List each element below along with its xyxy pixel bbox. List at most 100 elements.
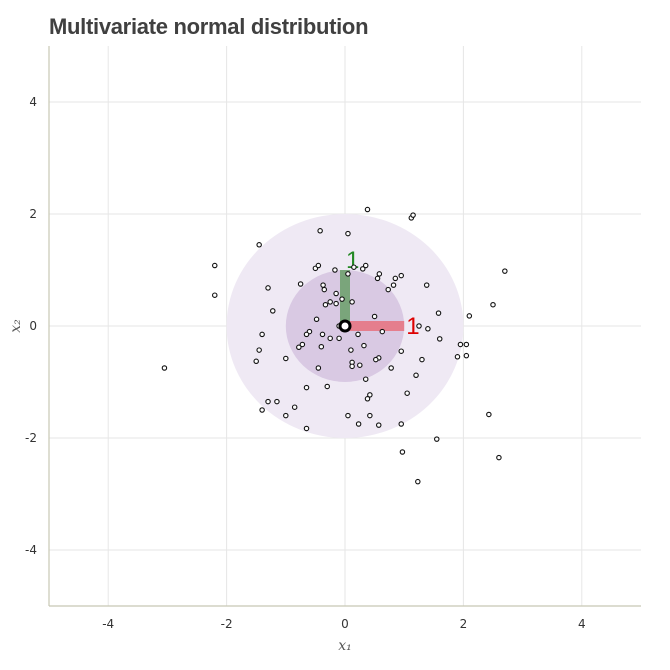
data-point <box>265 398 271 405</box>
data-point <box>349 363 355 370</box>
data-point <box>385 286 391 293</box>
data-point <box>466 313 473 319</box>
data-point <box>327 335 333 342</box>
data-point <box>435 310 442 316</box>
data-point <box>423 282 430 288</box>
data-point <box>392 275 399 282</box>
data-point <box>274 398 280 405</box>
data-point <box>364 396 371 402</box>
data-point <box>345 230 351 237</box>
data-point <box>362 262 369 269</box>
data-point <box>351 264 357 270</box>
data-point <box>332 267 338 273</box>
x-tick-label: 0 <box>341 617 349 631</box>
x-tick-label: -2 <box>221 617 233 631</box>
x-axis-label: x₁ <box>338 638 352 654</box>
data-point <box>348 347 354 353</box>
data-point <box>367 412 373 419</box>
data-point <box>345 271 351 277</box>
data-point <box>371 313 378 320</box>
y-tick-label: 4 <box>29 95 37 109</box>
data-point <box>315 365 322 371</box>
data-point <box>364 206 371 213</box>
data-point <box>321 286 328 293</box>
mean-marker <box>338 319 352 333</box>
data-point <box>256 347 262 353</box>
x-tick-label: -4 <box>102 617 114 631</box>
data-point <box>355 331 361 338</box>
data-point <box>336 335 342 342</box>
data-point <box>367 392 373 398</box>
data-point <box>283 412 289 419</box>
data-point <box>265 285 271 291</box>
data-point <box>333 300 339 307</box>
y-tick-label: -4 <box>25 543 37 557</box>
data-point <box>315 262 322 269</box>
data-point <box>399 449 406 455</box>
data-point <box>297 281 304 287</box>
data-point <box>415 478 421 485</box>
data-point <box>375 422 382 428</box>
data-point <box>256 242 262 248</box>
data-point <box>362 376 369 382</box>
data-points <box>161 206 508 485</box>
data-point <box>410 212 416 218</box>
data-point <box>333 290 339 297</box>
data-point <box>374 275 381 282</box>
data-point <box>373 356 379 363</box>
data-point <box>283 355 289 362</box>
data-point <box>463 352 470 359</box>
axes <box>48 46 641 607</box>
data-point <box>434 436 440 442</box>
y-tick-label: -2 <box>25 431 37 445</box>
chart-title: Multivariate normal distribution <box>49 14 369 39</box>
data-point <box>425 326 431 332</box>
data-point <box>303 384 310 391</box>
data-point <box>496 454 502 461</box>
data-point <box>317 228 323 234</box>
data-point <box>486 411 492 418</box>
x-tick-label: 2 <box>460 617 468 631</box>
data-point <box>419 356 425 363</box>
data-point <box>457 341 464 348</box>
data-point <box>357 362 363 368</box>
data-point <box>398 272 404 279</box>
data-point <box>379 328 386 335</box>
data-point <box>376 271 383 277</box>
eigenvector-label-2: 1 <box>346 247 359 274</box>
data-point <box>454 354 461 360</box>
data-point <box>327 299 333 305</box>
data-point <box>398 421 404 427</box>
data-point <box>463 341 470 348</box>
data-point <box>339 296 345 302</box>
data-point <box>270 308 276 314</box>
data-point <box>259 407 265 413</box>
data-point <box>253 358 259 365</box>
data-point <box>355 421 362 427</box>
data-point <box>299 341 306 348</box>
data-point <box>296 344 302 351</box>
data-point <box>360 266 366 272</box>
data-point <box>320 282 326 288</box>
data-point <box>322 301 329 308</box>
data-point <box>490 301 496 308</box>
data-point <box>345 412 351 419</box>
data-point <box>404 390 410 396</box>
data-point <box>349 299 355 305</box>
data-point <box>161 365 168 371</box>
data-point <box>416 323 422 329</box>
y-tick-label: 0 <box>29 319 37 333</box>
data-point <box>212 292 218 298</box>
data-point <box>502 268 508 274</box>
y-axis-label: x₂ <box>8 319 24 333</box>
data-point <box>313 316 320 323</box>
data-point <box>259 331 265 338</box>
data-point <box>291 404 298 410</box>
data-point <box>324 383 330 390</box>
mean-marker-group <box>338 319 352 333</box>
data-point <box>319 331 326 338</box>
eigenvector-label-1: 1 <box>406 313 419 340</box>
data-point <box>303 331 310 338</box>
data-point <box>413 372 419 379</box>
